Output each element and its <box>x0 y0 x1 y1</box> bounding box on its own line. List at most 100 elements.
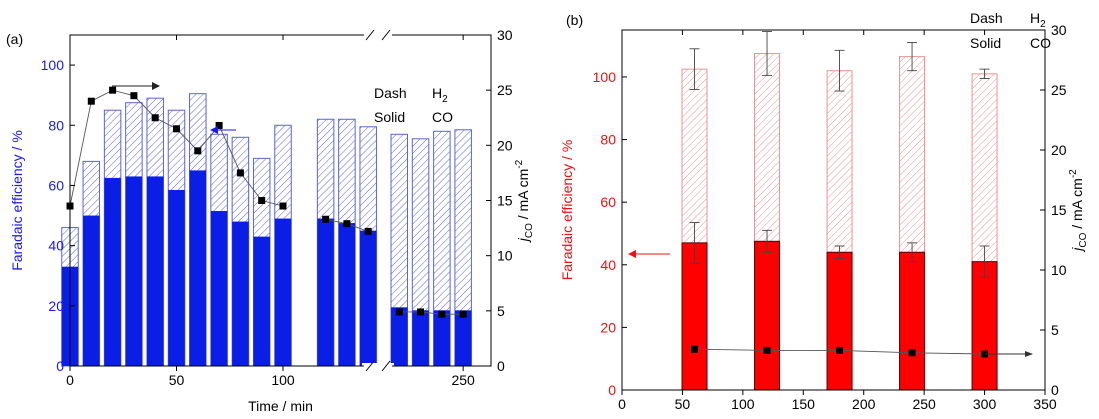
panel-label: (a) <box>6 31 23 47</box>
legend-gas-sub: 2 <box>442 94 448 105</box>
co-bar <box>125 176 143 366</box>
jco-marker <box>322 215 330 223</box>
axis-break-mark <box>365 360 375 372</box>
x-tick-label: 50 <box>675 396 691 412</box>
panel-label: (b) <box>566 12 583 28</box>
y-right-tick-label: 0 <box>497 358 505 374</box>
y-left-tick-label: 100 <box>41 57 65 73</box>
co-bar <box>899 251 926 391</box>
y-left-tick-label: 80 <box>600 132 616 148</box>
jco-marker <box>130 92 138 100</box>
y-left-tick-label: 60 <box>600 194 616 210</box>
y-right-label-sup: -2 <box>514 159 525 168</box>
y-left-tick-label: 40 <box>600 257 616 273</box>
y-right-label-units: / mA cm <box>515 169 531 223</box>
y-right-axis-label: jCO / mA cm-2 <box>1068 169 1089 253</box>
co-bar <box>391 307 408 366</box>
x-tick-label: 0 <box>618 396 626 412</box>
co-bar <box>359 230 377 366</box>
jco-marker <box>236 169 244 177</box>
y-right-label-sub: CO <box>1078 232 1089 247</box>
legend-gas-0: H2 <box>1030 10 1046 30</box>
jco-axis-arrowhead <box>152 82 160 90</box>
legend-style-0: Dash <box>374 85 407 101</box>
legend-gas-1: CO <box>1030 35 1051 51</box>
x-tick-label: 0 <box>66 372 74 388</box>
axis-break-mark <box>365 29 375 41</box>
jco-marker <box>109 86 117 94</box>
fe-axis-arrowhead <box>628 250 636 258</box>
plot-area <box>61 86 472 367</box>
y-right-label-j: j <box>1069 247 1085 253</box>
y-right-tick-label: 30 <box>497 27 513 43</box>
legend-gas-1: CO <box>432 109 453 125</box>
axis-break-mark <box>381 360 391 372</box>
axis-break-cover-top <box>364 33 392 37</box>
jco-marker <box>836 346 844 354</box>
co-bar <box>826 251 853 391</box>
jco-marker <box>438 310 446 318</box>
co-bar <box>338 223 356 366</box>
y-left-tick-label: 60 <box>48 177 64 193</box>
x-tick-label: 100 <box>731 396 755 412</box>
y-right-tick-label: 15 <box>497 193 513 209</box>
legend-gas-text: CO <box>432 109 453 125</box>
y-left-axis-label: Faradaic efficiency / % <box>559 140 575 281</box>
jco-marker <box>417 308 425 316</box>
jco-marker <box>343 220 351 228</box>
co-bar <box>253 236 270 366</box>
legend-style-1: Solid <box>970 35 1001 51</box>
x-tick-label: 50 <box>169 372 185 388</box>
legend-style-0: Dash <box>970 10 1003 26</box>
y-left-tick-label: 0 <box>608 382 616 398</box>
fe-axis-arrowhead <box>210 126 218 134</box>
jco-marker <box>215 121 223 129</box>
co-bar <box>681 242 708 391</box>
co-bar <box>412 310 429 366</box>
jco-marker <box>908 349 916 357</box>
y-left-tick-label: 20 <box>48 298 64 314</box>
x-axis-label: Time / min <box>248 398 313 414</box>
x-tick-label: 100 <box>271 372 295 388</box>
co-bar <box>189 170 207 366</box>
co-bar <box>274 218 292 366</box>
y-right-tick-label: 0 <box>1051 382 1059 398</box>
co-bar <box>104 177 121 366</box>
jco-axis-arrowhead <box>1025 351 1033 357</box>
legend-gas-text: H <box>432 85 442 101</box>
x-tick-label: 200 <box>852 396 876 412</box>
jco-marker <box>364 227 372 235</box>
x-tick-label: 300 <box>973 396 997 412</box>
y-right-tick-label: 20 <box>1051 142 1067 158</box>
y-right-tick-label: 5 <box>1051 322 1059 338</box>
y-right-label-units: / mA cm <box>1069 178 1085 232</box>
y-right-label-sup: -2 <box>1068 169 1079 178</box>
co-bar <box>83 215 100 366</box>
jco-marker <box>173 125 180 133</box>
x-tick-label: 250 <box>912 396 936 412</box>
y-right-tick-label: 10 <box>497 248 513 264</box>
legend-style-1: Solid <box>374 109 405 125</box>
co-bar <box>146 176 164 366</box>
y-right-label-sub: CO <box>524 223 535 238</box>
x-tick-label: 150 <box>792 396 816 412</box>
legend-gas-text: H <box>1030 10 1040 26</box>
y-right-tick-label: 5 <box>497 303 505 319</box>
jco-marker <box>194 147 202 155</box>
co-bar <box>210 211 228 366</box>
legend-gas-sub: 2 <box>1040 19 1046 30</box>
y-left-tick-label: 100 <box>593 69 617 85</box>
legend-gas-text: CO <box>1030 35 1051 51</box>
y-right-tick-label: 25 <box>1051 82 1067 98</box>
jco-marker <box>459 310 467 318</box>
jco-line <box>399 311 464 315</box>
y-left-axis-label: Faradaic efficiency / % <box>9 130 25 271</box>
y-right-axis-label: jCO / mA cm-2 <box>514 159 535 243</box>
y-right-tick-label: 10 <box>1051 262 1067 278</box>
y-right-tick-label: 20 <box>497 137 513 153</box>
y-left-tick-label: 20 <box>600 319 616 335</box>
axis-break-cover-bottom <box>364 364 392 368</box>
co-bar <box>317 218 334 366</box>
jco-marker <box>258 197 266 204</box>
